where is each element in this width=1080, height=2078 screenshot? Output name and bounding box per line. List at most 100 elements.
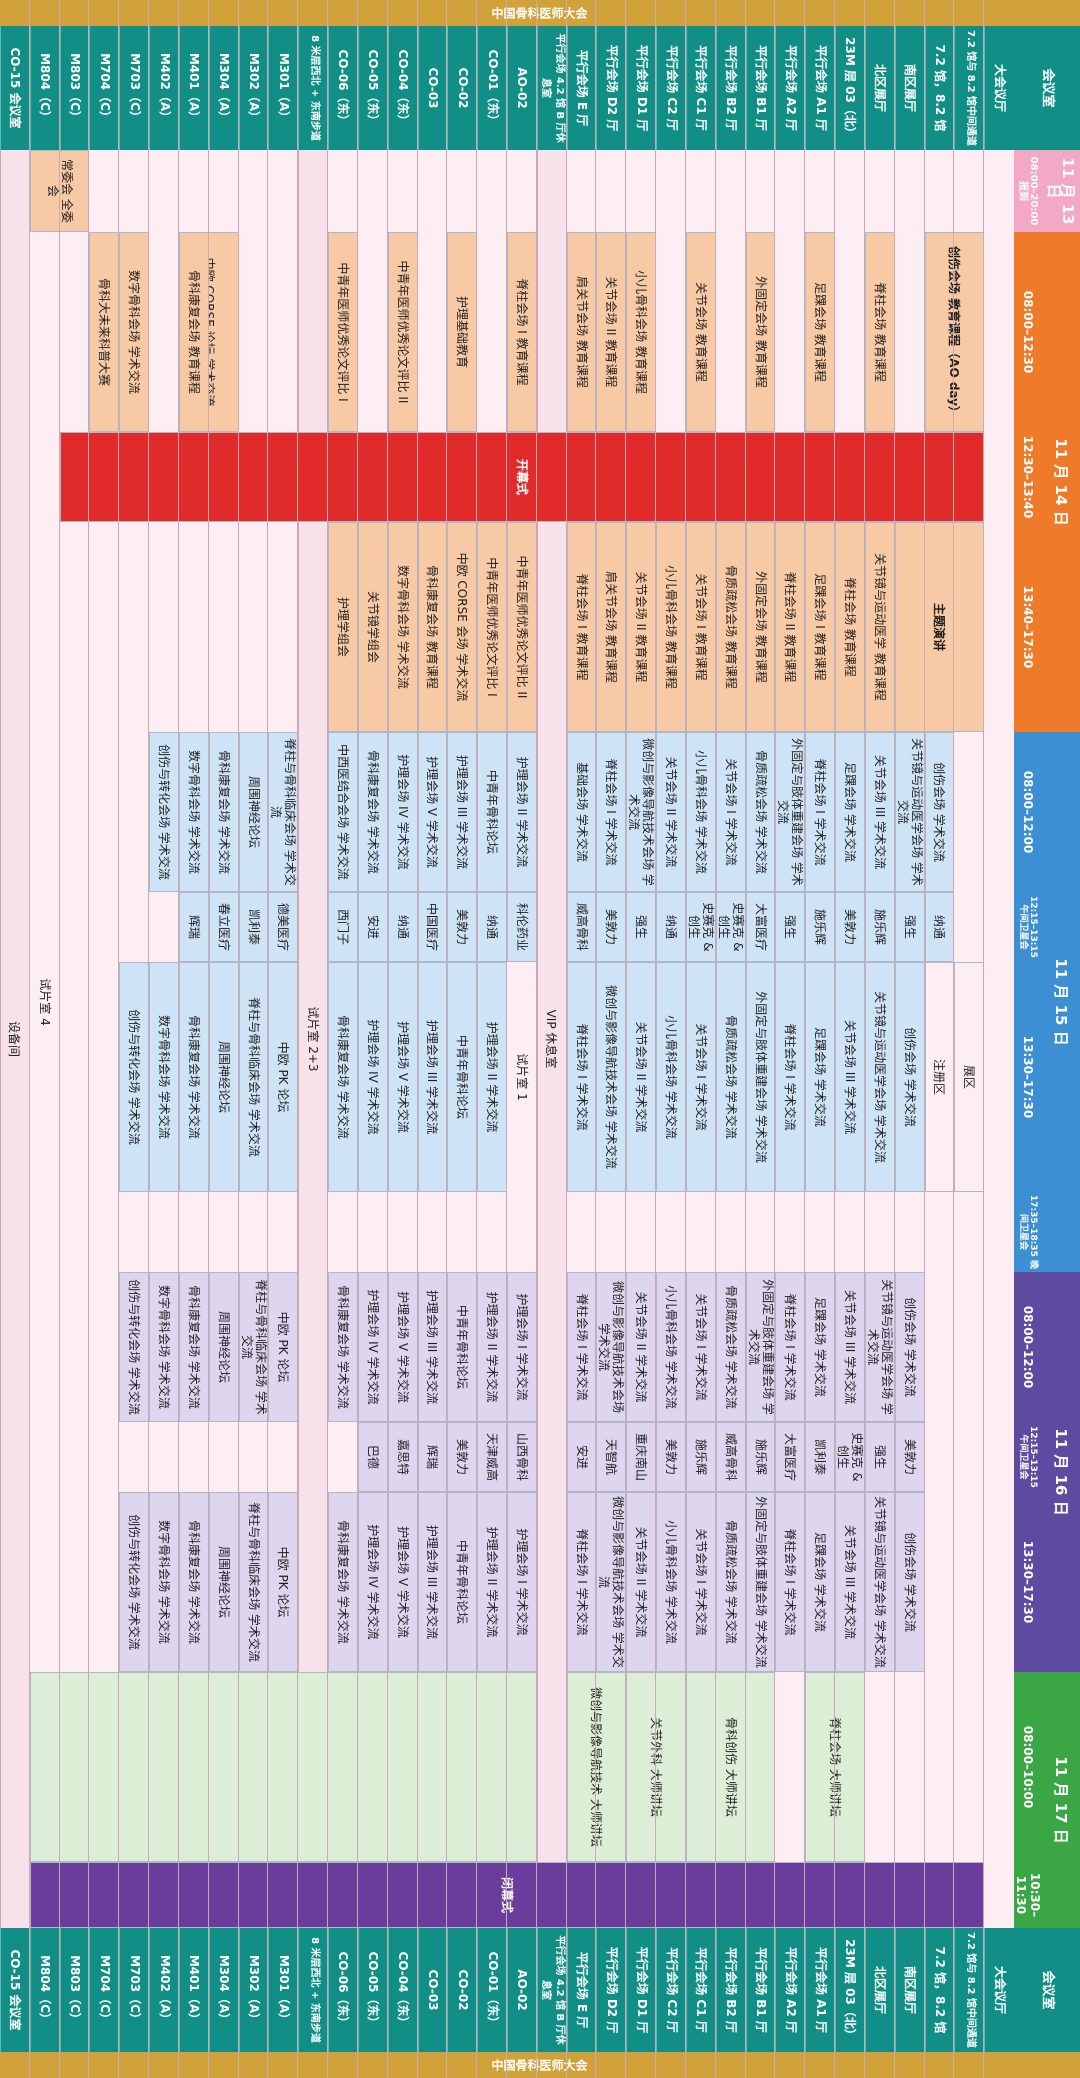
session-cell: 外固定与肢体重建会场 学术交流 [745,1492,776,1672]
session-cell: 创伤与转化会场 学术交流 [149,732,179,892]
venue-label: M402（A） [149,26,179,150]
session-cell: 脊柱会场 大师讲坛 [805,1672,865,1862]
session-cell: 骨质疏松会场 学术交流 [715,1492,746,1672]
day-14-slot1: 08:00–12:30 [1014,232,1042,432]
sponsor-cell: 美敦力 [656,1422,686,1492]
session-cell: 护理会场 III 学术交流 [417,1272,448,1422]
sponsor-cell: 美敦力 [835,892,865,962]
session-cell: 数字骨科会场 学术交流 [149,1272,179,1422]
day-16-slot3: 13:30–17:30 [1014,1492,1042,1672]
session-cell: 中青年骨科论坛 [447,1272,478,1422]
session-cell: 中青年医师优秀论文评比 I [328,232,358,432]
venue-label: CO-03 [417,26,448,150]
sponsor-cell: 史赛克 & 创生 [715,892,746,962]
row-divider [834,0,836,2078]
session-cell: 数字骨科会场 学术交流 [119,232,150,432]
venue-label: 平行会场 A1 厅 [805,1928,836,2052]
empty-cell [29,1672,537,1862]
venue-label: 平行会场 C2 厅 [656,1928,686,2052]
session-cell: 关节镜学组会 [357,522,388,732]
row-divider [207,0,209,2078]
sponsor-cell: 凯利泰 [805,1422,836,1492]
sponsor-cell: 中国医疗 [417,892,448,962]
session-cell: 骨科大未来科普大赛 [89,232,120,432]
sponsor-cell: 纳通 [924,892,955,962]
row-divider [267,0,269,2078]
facility-bar: 设备间 [0,150,30,1928]
session-cell: 周围神经论坛 [208,962,239,1192]
row-divider [595,0,597,2078]
session-cell: 数字骨科会场 学术交流 [387,522,418,732]
session-cell: 中青年医师优秀论文评比 I [477,522,507,732]
day-17-header: 11 月 17 日 [1042,1672,1080,1928]
exhibit-area: 展区 [954,962,985,1192]
sponsor-cell: 威高骨科 [566,892,597,962]
session-cell: 护理会场 II 学术交流 [477,1492,507,1672]
session-cell: 小儿骨科会场 学术交流 [656,1272,686,1422]
sponsor-cell: 纳通 [387,892,418,962]
venue-label: CO-05（东） [357,26,388,150]
sponsor-cell: 强生 [894,892,925,962]
row-divider [625,0,627,2078]
venue-label: CO-01（东） [477,1928,507,2052]
venue-label: 北区展厅 [864,26,895,150]
session-cell: 护理会场 IV 学术交流 [357,1272,388,1422]
session-cell: 关节镜与运动医学会场 学术交流 [864,1492,895,1672]
sponsor-cell: 美敦力 [596,892,627,962]
venue-label: CO-04（东） [387,1928,418,2052]
closing-ceremony: 闭幕式 [29,1862,985,1928]
session-cell: 骨质疏松会场 学术交流 [745,732,776,892]
session-cell: 骨科康复会场 学术交流 [328,1272,358,1422]
venue-label: M704（C） [89,1928,120,2052]
session-cell: 骨科康复会场 学术交流 [357,732,388,892]
row-divider [655,0,657,2078]
venue-label: M302（A） [238,1928,269,2052]
session-cell: 周围神经论坛 [208,1492,239,1672]
venue-label: 平行会场 D1 厅 [626,1928,657,2052]
sponsor-cell: 强生 [775,892,806,962]
venue-label: 南区展厅 [894,26,925,150]
venue-label: 平行会场 E 厅 [566,26,597,150]
row-divider [893,0,895,2078]
venue-label: M301（A） [268,1928,299,2052]
session-cell: 护理会场 II 学术交流 [477,1272,507,1422]
venue-label: M703（C） [119,1928,150,2052]
venue-label: CO-05（东） [357,1928,388,2052]
venue-label: 23M 层 03（北） [835,26,865,150]
session-cell: 中青年骨科论坛 [447,1492,478,1672]
row-divider [148,0,150,2078]
row-divider [297,0,299,2078]
session-cell: 数字骨科会场 学术交流 [149,1492,179,1672]
sponsor-cell: 强生 [626,892,657,962]
sponsor-cell: 科伦药业 [507,892,537,962]
session-cell: 关节会场 II 学术交流 [626,1272,657,1422]
venue-label: 8 米层西北 + 东南步道 [298,1928,329,2052]
day-16-slot1: 08:00–12:00 [1014,1272,1042,1422]
session-cell: 创伤会场 学术交流 [894,962,925,1192]
session-cell: 护理会场 I 学术交流 [507,1492,537,1672]
session-cell: 中青年医师优秀论文评比 II [507,522,537,732]
session-cell: 常委会 全委会 [29,150,90,232]
session-cell: 中欧 PK 论坛 [268,1492,299,1672]
row-divider [118,0,120,2078]
row-divider [88,0,90,2078]
sponsor-cell: 天智航 [596,1422,627,1492]
session-cell: 骨科康复会场 学术交流 [208,732,239,892]
venue-label: 平行会场 C1 厅 [685,1928,716,2052]
session-cell: 足踝会场 学术交流 [835,732,865,892]
session-cell: 小儿骨科会场 学术交流 [656,962,686,1192]
sponsor-cell: 安进 [357,892,388,962]
row-divider [804,0,806,2078]
session-cell: 脊柱与骨科临床会场 学术交流 [238,962,269,1192]
day-13-header: 11 月 13 日 [1042,150,1080,232]
session-cell: 外固定会场 教育课程 [745,522,776,732]
session-cell: 骨质疏松会场 学术交流 [715,962,746,1192]
venue-label: CO-03 [417,1928,448,2052]
session-cell: 小儿骨科会场 教育课程 [656,522,686,732]
sponsor-cell: 施乐辉 [864,892,895,962]
session-cell: 脊柱会场 I 学术交流 [805,732,836,892]
session-cell: 关节会场 III 学术交流 [864,732,895,892]
session-cell: 小儿骨科会场 学术交流 [656,1492,686,1672]
session-cell: 骨科康复会场 教育课程 [178,232,209,432]
